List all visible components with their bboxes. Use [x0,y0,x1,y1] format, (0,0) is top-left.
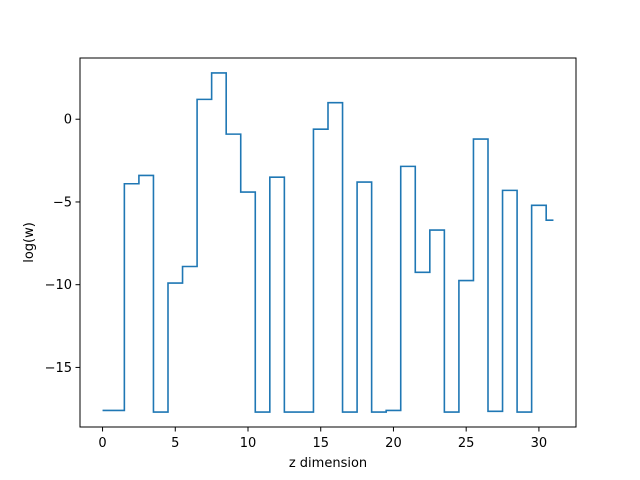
y-tick-label: −15 [45,361,72,376]
y-tick-label: −10 [45,278,72,293]
step-line-series [102,72,554,413]
x-tick-label: 5 [171,436,179,451]
plot-frame [79,57,577,428]
x-tick-label: 30 [531,436,548,451]
x-axis-label: z dimension [289,456,367,471]
x-tick-label: 25 [458,436,475,451]
y-tick-label: 0 [64,113,72,128]
tick-group: 0 5 10 15 20 25 30 0 −5 −10 −15 [45,113,548,451]
x-tick-label: 20 [385,436,402,451]
y-axis-label: log(w) [22,222,37,263]
x-tick-label: 15 [312,436,329,451]
x-tick-label: 10 [240,436,257,451]
y-tick-label: −5 [53,195,72,210]
x-tick-label: 0 [98,436,106,451]
